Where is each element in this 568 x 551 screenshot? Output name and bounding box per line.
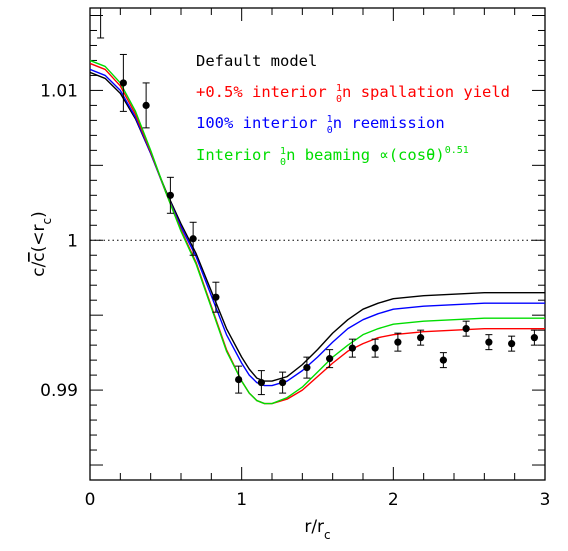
data-points bbox=[97, 8, 538, 396]
data-point bbox=[257, 379, 265, 387]
y-axis-label: c/c(<rc) bbox=[29, 211, 54, 277]
model-curves bbox=[90, 59, 545, 405]
legend-entry-3: Interior 1 0n beaming ∝(cosθ)0.51 bbox=[196, 145, 469, 168]
data-point bbox=[394, 338, 402, 346]
x-tick-label: 3 bbox=[540, 490, 551, 510]
x-tick-label: 1 bbox=[236, 490, 247, 510]
data-point bbox=[212, 293, 220, 301]
legend-entry-2: 100% interior 1 0n reemission bbox=[196, 114, 445, 136]
data-point bbox=[235, 376, 243, 384]
data-point bbox=[417, 334, 425, 342]
data-point bbox=[485, 338, 493, 346]
data-point bbox=[119, 79, 127, 87]
axis-ticks bbox=[89, 8, 546, 480]
legend: Default model +0.5% interior 1 0n spallati… bbox=[196, 52, 510, 168]
x-axis-label: r/rc bbox=[304, 517, 330, 542]
data-point bbox=[508, 340, 516, 348]
series-line-3 bbox=[90, 59, 545, 405]
data-point bbox=[530, 334, 538, 342]
x-tick-label: 2 bbox=[388, 490, 399, 510]
y-tick-label: 0.99 bbox=[40, 381, 78, 401]
legend-entry-0: Default model bbox=[196, 52, 317, 70]
x-tick-label: 0 bbox=[85, 490, 96, 510]
y-tick-label: 1 bbox=[67, 231, 78, 251]
data-point bbox=[439, 356, 447, 364]
tick-labels: 0 1 2 3 0.99 1 1.01 bbox=[40, 81, 550, 510]
y-tick-label: 1.01 bbox=[40, 81, 78, 101]
plot-frame bbox=[89, 7, 546, 481]
data-point bbox=[371, 344, 379, 352]
data-point bbox=[279, 379, 287, 387]
data-point bbox=[142, 101, 150, 109]
data-point bbox=[303, 364, 311, 372]
legend-entry-1: +0.5% interior 1 0n spallation yield bbox=[196, 83, 510, 105]
data-point bbox=[166, 191, 174, 199]
data-point bbox=[348, 344, 356, 352]
data-point bbox=[462, 325, 470, 333]
data-point bbox=[189, 235, 197, 243]
data-point bbox=[326, 355, 334, 363]
